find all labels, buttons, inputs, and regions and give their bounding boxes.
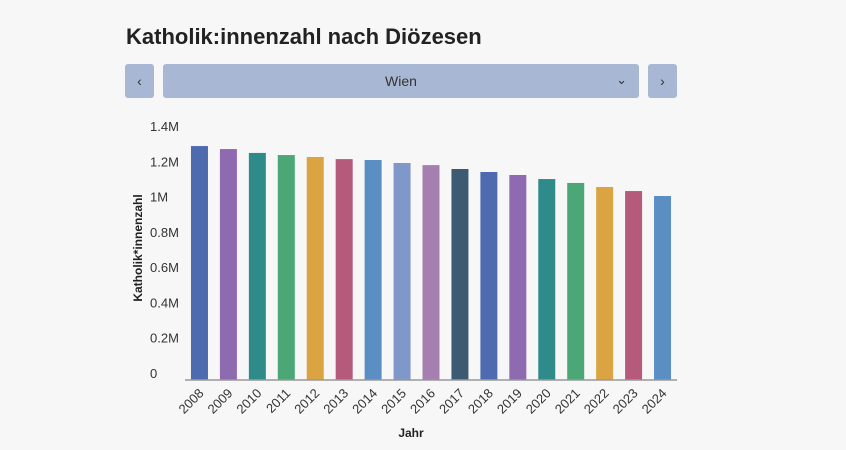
x-tick-label: 2009: [204, 386, 235, 417]
x-tick-label: 2019: [494, 386, 525, 417]
chevron-down-icon: ⌄: [616, 72, 627, 87]
bar-2021: [567, 182, 585, 380]
x-tick-label: 2011: [263, 386, 293, 416]
page-title: Katholik:innenzahl nach Diözesen: [126, 24, 482, 49]
bar-2011: [277, 155, 295, 380]
x-tick-label: 2014: [349, 386, 380, 417]
chevron-right-icon: ›: [660, 73, 665, 89]
previous-diocese-button[interactable]: ‹: [125, 64, 154, 98]
bar-2020: [538, 179, 556, 380]
y-tick-label: 1.4M: [150, 119, 179, 134]
x-tick-label: 2015: [378, 386, 409, 417]
x-tick-label: 2013: [320, 386, 351, 417]
x-tick-label: 2017: [436, 386, 467, 417]
y-tick-label: 0.2M: [150, 331, 179, 346]
bar-2024: [654, 195, 672, 380]
bar-2013: [335, 159, 353, 380]
bar-2008: [190, 146, 208, 380]
y-tick-label: 0: [150, 366, 157, 381]
x-tick-label: 2008: [176, 386, 207, 417]
y-tick-label: 0.8M: [150, 225, 179, 240]
y-tick-label: 1M: [150, 190, 168, 205]
bar-2009: [219, 149, 237, 380]
x-tick-label: 2020: [523, 386, 554, 417]
bar-2023: [625, 191, 643, 380]
diocese-select[interactable]: Wien ⌄: [163, 64, 639, 98]
selected-diocese: Wien: [385, 73, 417, 89]
bar-2012: [306, 156, 324, 380]
bar-2019: [509, 174, 527, 380]
next-diocese-button[interactable]: ›: [648, 64, 677, 98]
x-tick-label: 2023: [610, 386, 641, 417]
bar-2016: [422, 165, 440, 380]
x-axis-label: Jahr: [398, 426, 424, 440]
bar-2010: [248, 152, 266, 380]
bar-2015: [393, 162, 411, 380]
x-tick-label: 2021: [552, 386, 583, 417]
y-tick-label: 0.4M: [150, 295, 179, 310]
x-tick-label: 2022: [581, 386, 612, 417]
chevron-left-icon: ‹: [137, 73, 142, 89]
bar-2018: [480, 171, 498, 380]
y-axis-label: Katholik*innenzahl: [131, 194, 145, 301]
x-tick-label: 2024: [639, 386, 670, 417]
bar-2022: [596, 186, 614, 380]
x-tick-label: 2016: [407, 386, 438, 417]
y-tick-label: 0.6M: [150, 260, 179, 275]
x-tick-label: 2018: [465, 386, 496, 417]
bar-2014: [364, 159, 382, 380]
x-tick-label: 2012: [291, 386, 322, 417]
bar-2017: [451, 168, 469, 380]
x-tick-label: 2010: [233, 386, 264, 417]
y-tick-label: 1.2M: [150, 154, 179, 169]
